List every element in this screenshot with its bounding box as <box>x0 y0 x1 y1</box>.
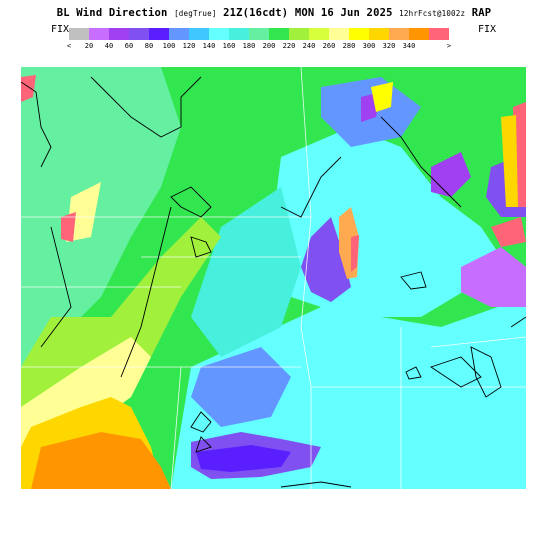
colorbar-swatch <box>169 28 189 40</box>
colorbar-tick-label: < <box>66 42 72 50</box>
colorbar-swatch <box>229 28 249 40</box>
colorbar-swatch <box>109 28 129 40</box>
colorbar-tick-label: 40 <box>104 42 114 50</box>
field-region-purple-east <box>431 152 471 197</box>
colorbar-tick-label: 60 <box>124 42 134 50</box>
title-fcst: 12hrFcst@1002z <box>399 9 466 18</box>
field-region-yellow-northeast <box>371 82 393 112</box>
colorbar-swatch <box>369 28 389 40</box>
colorbar-swatch <box>329 28 349 40</box>
colorbar-tick-label: 100 <box>162 42 176 50</box>
colorbar-swatch <box>429 28 449 40</box>
colorbar-swatch <box>69 28 89 40</box>
colorbar-swatch <box>189 28 209 40</box>
field-region-orange-southwest <box>31 432 171 489</box>
title-units: [degTrue] <box>174 9 217 18</box>
colorbar-tick-label: 240 <box>302 42 316 50</box>
colorbar-swatch <box>149 28 169 40</box>
colorbar-swatch <box>209 28 229 40</box>
colorbar-swatch <box>249 28 269 40</box>
wind-direction-map <box>21 67 526 489</box>
contour-lines <box>21 76 526 488</box>
colorbar-right-label: FIX <box>478 24 497 35</box>
colorbar-swatch <box>309 28 329 40</box>
colorbar-tick-label: 340 <box>402 42 416 50</box>
colorbar-swatch <box>129 28 149 40</box>
field-region-red-west <box>61 212 76 242</box>
colorbar-swatch <box>389 28 409 40</box>
field-region-violet-south <box>196 445 291 472</box>
field-region-yellow-north <box>66 182 101 242</box>
colorbar <box>69 28 449 40</box>
colorbar-swatch <box>89 28 109 40</box>
colorbar-tick-label: 120 <box>182 42 196 50</box>
colorbar-swatch <box>409 28 429 40</box>
colorbar-tick-label: 260 <box>322 42 336 50</box>
colorbar-left-label: FIX <box>51 24 70 35</box>
colorbar-swatch <box>269 28 289 40</box>
colorbar-tick-label: 160 <box>222 42 236 50</box>
colorbar-ticks: <20 40 60 80 100 120 140 160 180 200 220 240 260 280 3… <box>66 42 489 52</box>
field-region-red-northwest <box>21 75 36 102</box>
field-region-magenta-southeast <box>461 247 526 307</box>
title-main: BL Wind Direction <box>56 7 168 19</box>
field-region-red-lake-shore <box>351 235 359 272</box>
colorbar-swatch <box>349 28 369 40</box>
colorbar-tick-label: 220 <box>282 42 296 50</box>
field-region-teal-center <box>191 187 301 357</box>
colorbar-tick-label: 300 <box>362 42 376 50</box>
colorbar-tick-label: 180 <box>242 42 256 50</box>
title-model: RAP <box>471 7 492 19</box>
state-boundaries <box>21 67 526 489</box>
colorbar-tick-label: 140 <box>202 42 216 50</box>
colorbar-tick-label: 320 <box>382 42 396 50</box>
field-region-red-east-mid <box>491 217 526 247</box>
chart-title: BL Wind Direction [degTrue] 21Z(16cdt) M… <box>0 7 548 19</box>
title-valid: 21Z(16cdt) MON 16 Jun 2025 <box>223 7 393 19</box>
colorbar-tick-label: > <box>446 42 452 50</box>
field-region-gold-east <box>501 115 518 207</box>
colorbar-tick-label: 80 <box>144 42 154 50</box>
colorbar-tick-label: 20 <box>84 42 94 50</box>
field-region-purple-lake <box>301 217 351 302</box>
colorbar-swatch <box>289 28 309 40</box>
colorbar-tick-label: 200 <box>262 42 276 50</box>
colorbar-tick-label: 280 <box>342 42 356 50</box>
